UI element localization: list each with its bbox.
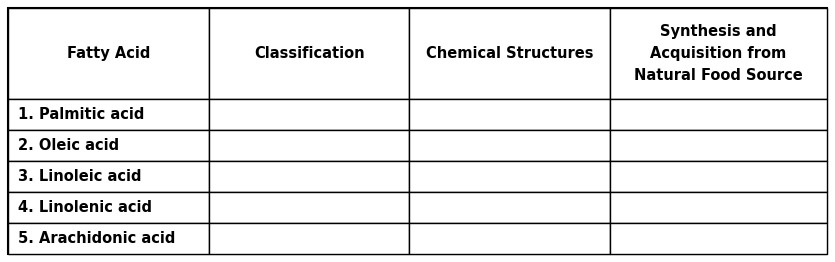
Bar [209,223,409,254]
Bar [610,99,827,130]
Text: 2. Oleic acid: 2. Oleic acid [18,138,119,153]
Bar [209,192,409,223]
Bar [409,161,610,192]
Bar [610,161,827,192]
Text: Classification: Classification [254,46,364,61]
Text: 5. Arachidonic acid: 5. Arachidonic acid [18,231,175,246]
Text: Chemical Structures: Chemical Structures [426,46,594,61]
Text: 4. Linolenic acid: 4. Linolenic acid [18,200,152,215]
Bar [8,99,209,130]
Bar [209,8,409,99]
Bar [409,8,610,99]
Bar [409,223,610,254]
Bar [409,130,610,161]
Bar [610,130,827,161]
Bar [409,99,610,130]
Bar [8,161,209,192]
Bar [610,8,827,99]
Bar [209,130,409,161]
Text: Fatty Acid: Fatty Acid [67,46,150,61]
Bar [8,130,209,161]
Bar [8,192,209,223]
Bar [209,161,409,192]
Text: Synthesis and
Acquisition from
Natural Food Source: Synthesis and Acquisition from Natural F… [634,24,802,83]
Bar [8,223,209,254]
Text: 3. Linoleic acid: 3. Linoleic acid [18,169,142,184]
Bar [610,223,827,254]
Text: 1. Palmitic acid: 1. Palmitic acid [18,107,144,122]
Bar [209,99,409,130]
Bar [610,192,827,223]
Bar [409,192,610,223]
Bar [8,8,209,99]
